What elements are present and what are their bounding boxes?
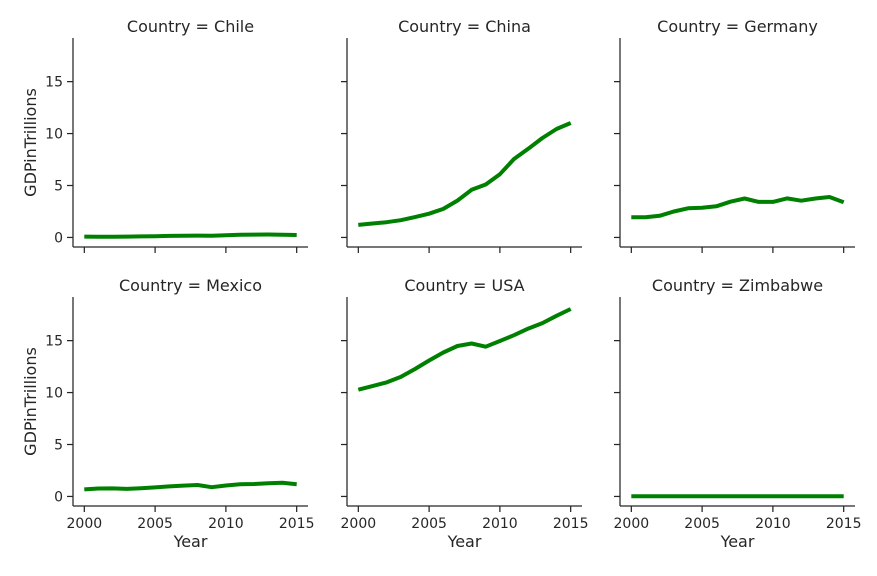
x-axis-title: Year [173,532,208,551]
panel-title: Country = Germany [657,17,818,36]
x-tick-label: 2000 [614,516,650,532]
x-tick-label: 2010 [755,516,791,532]
gdp-series-line [84,232,297,239]
gdp-series-line [357,307,572,392]
panel-title: Country = Zimbabwe [652,276,823,295]
x-tick-label: 2005 [411,516,447,532]
y-tick-label: 5 [54,438,63,454]
x-tick-label: 2010 [482,516,518,532]
panel-title: Country = China [398,17,531,36]
x-tick-label: 2015 [826,516,862,532]
panel-title: Country = Mexico [119,276,262,295]
y-tick-label: 10 [45,386,63,402]
gdp-series-line [631,195,845,220]
x-tick-label: 2010 [208,516,244,532]
x-tick-label: 2000 [341,516,377,532]
y-axis-title: GDPinTrillions [21,88,40,197]
y-tick-label: 0 [54,230,63,246]
y-tick-label: 0 [54,489,63,505]
y-axis-title: GDPinTrillions [21,347,40,456]
gdp-series-line [84,480,297,492]
gdp-series-line [358,121,572,227]
x-tick-label: 2005 [684,516,720,532]
x-tick-label: 2015 [279,516,315,532]
x-axis-title: Year [720,532,755,551]
x-tick-label: 2005 [137,516,173,532]
y-tick-label: 5 [54,179,63,195]
y-tick-label: 10 [45,127,63,143]
panel-title: Country = Chile [127,17,254,36]
x-axis-title: Year [447,532,482,551]
y-tick-label: 15 [45,334,63,350]
x-tick-label: 2000 [67,516,103,532]
y-tick-label: 15 [45,75,63,91]
panel-title: Country = USA [404,276,524,295]
x-tick-label: 2015 [553,516,589,532]
